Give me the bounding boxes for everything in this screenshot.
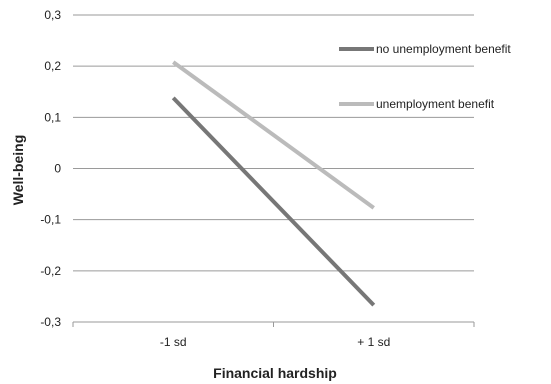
x-axis-title: Financial hardship [213, 365, 337, 381]
y-tick-label: -0,1 [40, 213, 61, 227]
series-lines [171, 60, 376, 307]
y-tick-label: -0,2 [40, 264, 61, 278]
legend-label: no unemployment benefit [376, 42, 511, 56]
x-tick-labels: -1 sd + 1 sd [160, 335, 390, 349]
legend-label: unemployment benefit [376, 97, 495, 111]
series-line [172, 60, 375, 210]
legend: no unemployment benefit unemployment bene… [339, 42, 511, 111]
x-axis [72, 322, 475, 327]
x-tick-label: + 1 sd [357, 335, 390, 349]
x-tick-label: -1 sd [160, 335, 187, 349]
series-line [171, 96, 376, 307]
y-axis-title: Well-being [10, 135, 26, 206]
y-tick-label: 0,2 [44, 59, 61, 73]
y-tick-label: 0,3 [44, 8, 61, 22]
y-tick-label: 0 [54, 162, 61, 176]
gridlines [73, 14, 474, 323]
y-tick-label: -0,3 [40, 315, 61, 329]
y-tick-labels: 0,3 0,2 0,1 0 -0,1 -0,2 -0,3 [40, 8, 61, 329]
y-tick-label: 0,1 [44, 110, 61, 124]
